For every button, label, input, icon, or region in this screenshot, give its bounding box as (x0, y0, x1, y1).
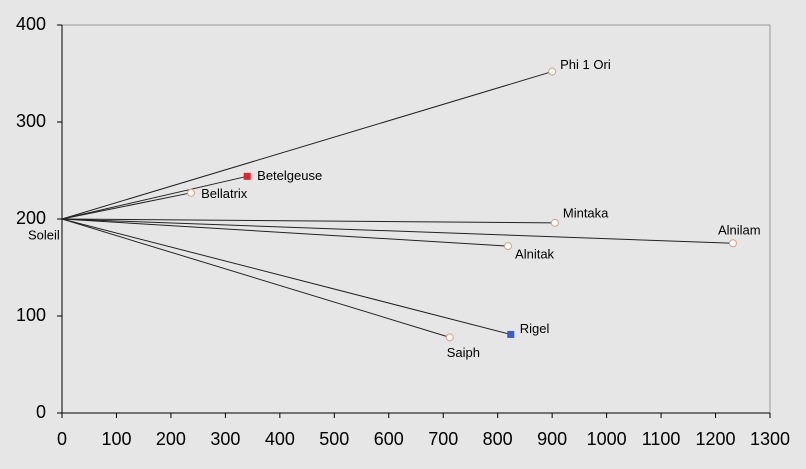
point (507, 330, 515, 338)
link-line (61, 218, 511, 335)
point (61, 218, 63, 220)
plot-area (61, 24, 771, 414)
point-label: Alnitak (515, 247, 555, 262)
point (548, 67, 557, 76)
y-tick-label: 300 (16, 111, 46, 131)
point-label: Soleil (28, 227, 60, 242)
y-tick-label: 400 (16, 14, 46, 34)
x-tick-label: 1200 (696, 429, 736, 449)
x-tick-label: 600 (374, 429, 404, 449)
link-line (61, 218, 733, 244)
point-label: Alnilam (718, 223, 761, 238)
point (550, 218, 559, 227)
x-tick-label: 900 (537, 429, 567, 449)
link-line (61, 218, 509, 247)
y-tick-label: 0 (36, 402, 46, 422)
point (445, 333, 454, 342)
point-label: Phi 1 Ori (560, 57, 611, 72)
point (504, 242, 513, 251)
point (243, 172, 251, 180)
x-tick-label: 1300 (750, 429, 790, 449)
x-tick-label: 200 (156, 429, 186, 449)
x-tick-label: 0 (57, 429, 67, 449)
point (187, 188, 196, 197)
point (728, 239, 737, 248)
link-line (61, 192, 192, 220)
x-tick-label: 300 (210, 429, 240, 449)
x-tick-label: 700 (428, 429, 458, 449)
point-label: Rigel (520, 321, 550, 336)
x-tick-label: 800 (483, 429, 513, 449)
y-tick-label: 100 (16, 305, 46, 325)
point-label: Mintaka (563, 205, 609, 220)
link-line (61, 71, 553, 220)
x-tick-label: 100 (101, 429, 131, 449)
x-tick-label: 400 (265, 429, 295, 449)
y-tick-label: 200 (16, 208, 46, 228)
x-tick-label: 1100 (642, 429, 681, 449)
point-label: Bellatrix (201, 186, 248, 201)
x-tick-label: 500 (319, 429, 349, 449)
point-label: Saiph (447, 345, 480, 360)
x-tick-label: 1000 (587, 429, 627, 449)
link-line (61, 218, 555, 224)
link-line (61, 218, 450, 338)
point-label: Betelgeuse (257, 168, 322, 183)
link-line (61, 175, 248, 220)
